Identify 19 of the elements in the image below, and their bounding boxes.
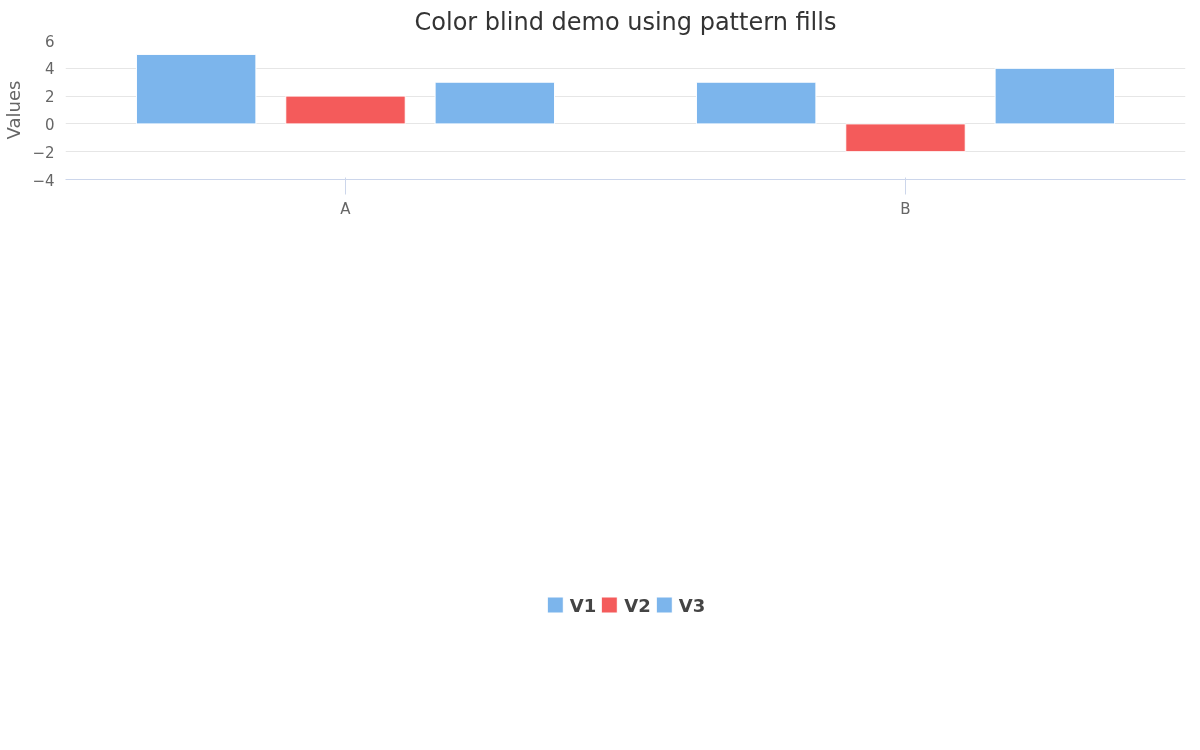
bar: [994, 67, 1116, 125]
x-tick-label: B: [900, 199, 911, 218]
y-tick-label: 0: [44, 115, 55, 134]
y-axis-title: Values: [3, 80, 25, 140]
y-tick-label: 2: [44, 88, 55, 107]
x-tick-label: A: [340, 199, 352, 218]
y-tick-label: 6: [44, 32, 55, 51]
bar: [695, 81, 817, 125]
legend-label: V2: [624, 594, 651, 616]
bar: [434, 81, 556, 125]
chart-title: Color blind demo using pattern fills: [414, 7, 837, 36]
legend-label: V1: [569, 594, 597, 616]
bar: [135, 53, 257, 125]
y-tick-label: −2: [32, 143, 55, 162]
bar: [845, 123, 966, 153]
bar: [285, 95, 406, 125]
y-tick-label: 4: [44, 60, 55, 79]
legend-label: V3: [678, 594, 706, 616]
y-tick-label: −4: [32, 171, 55, 190]
